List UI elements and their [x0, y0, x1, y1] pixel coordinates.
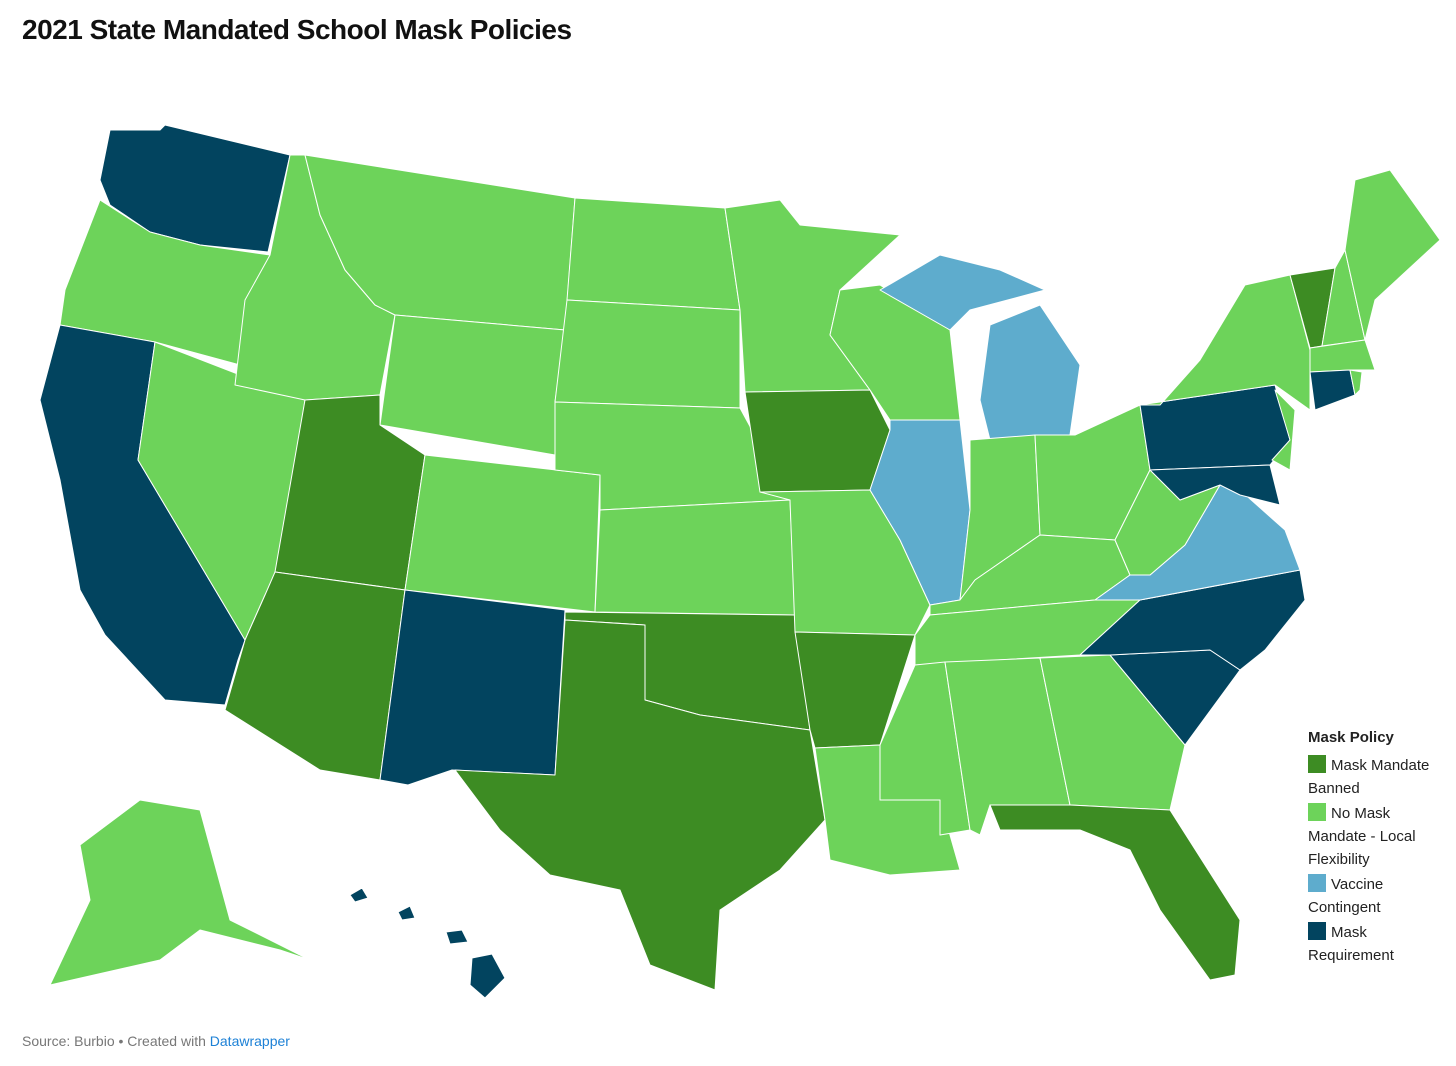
region [379, 314, 566, 456]
region [349, 887, 369, 903]
footer: Source: Burbio • Created with Datawrappe… [22, 1033, 290, 1049]
region [1309, 369, 1356, 411]
legend-label: Vaccine Contingent [1308, 876, 1384, 916]
title: 2021 State Mandated School Mask Policies [22, 14, 572, 45]
region [1309, 339, 1376, 373]
legend-swatch [1308, 755, 1326, 773]
region [594, 499, 796, 616]
region [744, 389, 891, 493]
region [397, 905, 416, 921]
region [469, 953, 506, 999]
legend-swatch [1308, 922, 1326, 940]
region [566, 197, 741, 311]
region [49, 799, 311, 986]
region [1344, 169, 1441, 341]
region [1139, 384, 1291, 471]
region [1149, 464, 1281, 506]
region [979, 304, 1081, 441]
region [1349, 369, 1363, 396]
region [445, 929, 469, 945]
legend-swatch [1308, 874, 1326, 892]
legend-item: Mask Mandate Banned [1308, 754, 1438, 800]
region [1271, 389, 1296, 471]
legend-item: Vaccine Contingent [1308, 873, 1438, 919]
legend-label: Mask Mandate Banned [1308, 757, 1430, 797]
legend-label: Mask Requirement [1308, 924, 1394, 964]
source: Source: Burbio • Created with [22, 1033, 206, 1049]
legend-label: No Mask Mandate - Local Flexibility [1308, 805, 1416, 868]
region [1139, 274, 1311, 411]
region [404, 454, 601, 613]
region [989, 804, 1241, 981]
region [379, 589, 566, 786]
region [454, 619, 826, 991]
legend: Mask Policy Mask Mandate Banned No Mask M… [1308, 729, 1438, 969]
legend-title: Mask Policy [1308, 729, 1394, 746]
region [99, 124, 291, 253]
region [554, 299, 741, 409]
region [879, 254, 1046, 331]
legend-item: Mask Requirement [1308, 921, 1438, 967]
legend-swatch [1308, 803, 1326, 821]
legend-item: No Mask Mandate - Local Flexibility [1308, 802, 1438, 871]
link[interactable]: Datawrapper [209, 1033, 290, 1049]
